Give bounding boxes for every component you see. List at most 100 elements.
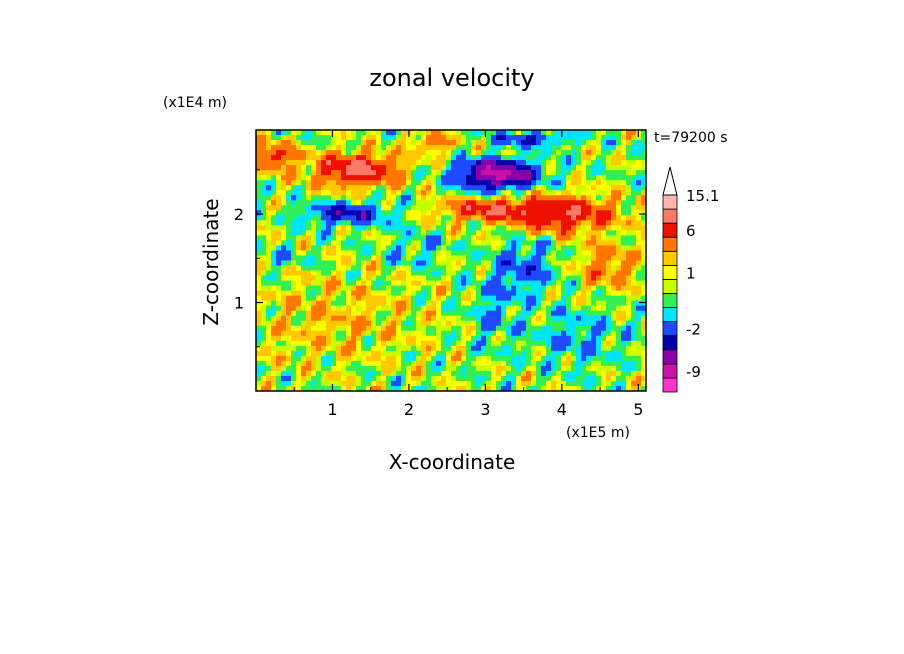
field-cell xyxy=(376,150,382,156)
field-cell xyxy=(276,345,282,352)
field-cell xyxy=(376,265,382,272)
field-cell xyxy=(616,300,622,307)
field-cell xyxy=(601,385,607,391)
field-cell xyxy=(311,180,317,186)
field-cell xyxy=(391,310,397,317)
field-cell xyxy=(471,270,477,277)
field-cell xyxy=(551,360,557,367)
field-cell xyxy=(611,195,617,201)
field-cell xyxy=(551,150,557,156)
field-cell xyxy=(481,160,487,166)
field-cell xyxy=(381,330,387,337)
field-cell xyxy=(361,130,367,136)
field-cell xyxy=(576,185,582,191)
field-cell xyxy=(421,220,427,226)
field-cell xyxy=(526,360,532,367)
field-cell xyxy=(616,280,622,287)
field-cell xyxy=(631,220,637,226)
field-cell xyxy=(271,300,277,307)
field-cell xyxy=(371,190,377,196)
field-cell xyxy=(536,145,542,151)
field-cell xyxy=(571,160,577,166)
field-cell xyxy=(286,240,292,247)
field-cell xyxy=(401,355,407,362)
field-cell xyxy=(361,335,367,342)
field-cell xyxy=(516,335,522,342)
field-cell xyxy=(391,290,397,297)
field-cell xyxy=(581,145,587,151)
field-cell xyxy=(596,260,602,267)
field-cell xyxy=(591,280,597,287)
field-cell xyxy=(641,250,646,257)
field-cell xyxy=(531,245,537,252)
field-cell xyxy=(591,370,597,377)
field-cell xyxy=(571,215,577,221)
field-cell xyxy=(521,345,527,352)
field-cell xyxy=(546,365,552,372)
field-cell xyxy=(576,150,582,156)
field-cell xyxy=(601,165,607,171)
field-cell xyxy=(411,315,417,322)
field-cell xyxy=(501,380,507,387)
field-cell xyxy=(591,285,597,292)
field-cell xyxy=(466,250,472,257)
field-cell xyxy=(391,270,397,277)
field-cell xyxy=(341,240,347,247)
field-cell xyxy=(551,355,557,362)
field-cell xyxy=(576,385,582,391)
field-cell xyxy=(361,190,367,196)
field-cell xyxy=(476,380,482,387)
field-cell xyxy=(606,250,612,257)
field-cell xyxy=(611,215,617,221)
field-cell xyxy=(636,295,642,302)
field-cell xyxy=(351,325,357,332)
field-cell xyxy=(416,270,422,277)
field-cell xyxy=(451,340,457,347)
field-cell xyxy=(536,275,542,282)
field-cell xyxy=(341,265,347,272)
field-cell xyxy=(346,265,352,272)
field-cell xyxy=(411,205,417,211)
field-cell xyxy=(436,225,442,231)
field-cell xyxy=(596,215,602,221)
field-cell xyxy=(396,310,402,317)
field-cell xyxy=(456,200,462,206)
field-cell xyxy=(411,245,417,252)
field-cell xyxy=(556,250,562,257)
field-cell xyxy=(626,275,632,282)
field-cell xyxy=(576,235,582,242)
field-cell xyxy=(301,195,307,201)
field-cell xyxy=(511,380,517,387)
field-cell xyxy=(431,205,437,211)
field-cell xyxy=(276,185,282,191)
field-cell xyxy=(391,185,397,191)
field-cell xyxy=(501,150,507,156)
field-cell xyxy=(481,325,487,332)
field-cell xyxy=(396,165,402,171)
field-cell xyxy=(546,310,552,317)
field-cell xyxy=(451,320,457,327)
field-cell xyxy=(491,340,497,347)
field-cell xyxy=(441,150,447,156)
field-cell xyxy=(411,155,417,161)
field-cell xyxy=(266,300,272,307)
field-cell xyxy=(331,135,337,141)
field-cell xyxy=(536,180,542,186)
field-cell xyxy=(411,200,417,206)
field-cell xyxy=(326,365,332,372)
field-cell xyxy=(291,180,297,186)
field-cell xyxy=(536,385,542,391)
field-cell xyxy=(561,340,567,347)
field-cell xyxy=(376,255,382,262)
field-cell xyxy=(546,175,552,181)
field-cell xyxy=(306,230,312,236)
field-cell xyxy=(256,175,262,181)
field-cell xyxy=(631,210,637,216)
field-cell xyxy=(456,190,462,196)
field-cell xyxy=(316,210,322,216)
field-cell xyxy=(546,375,552,382)
field-cell xyxy=(621,165,627,171)
field-cell xyxy=(606,225,612,231)
field-cell xyxy=(601,130,607,136)
field-cell xyxy=(396,225,402,231)
